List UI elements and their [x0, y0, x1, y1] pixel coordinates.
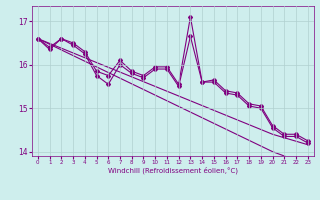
X-axis label: Windchill (Refroidissement éolien,°C): Windchill (Refroidissement éolien,°C) [108, 167, 238, 174]
